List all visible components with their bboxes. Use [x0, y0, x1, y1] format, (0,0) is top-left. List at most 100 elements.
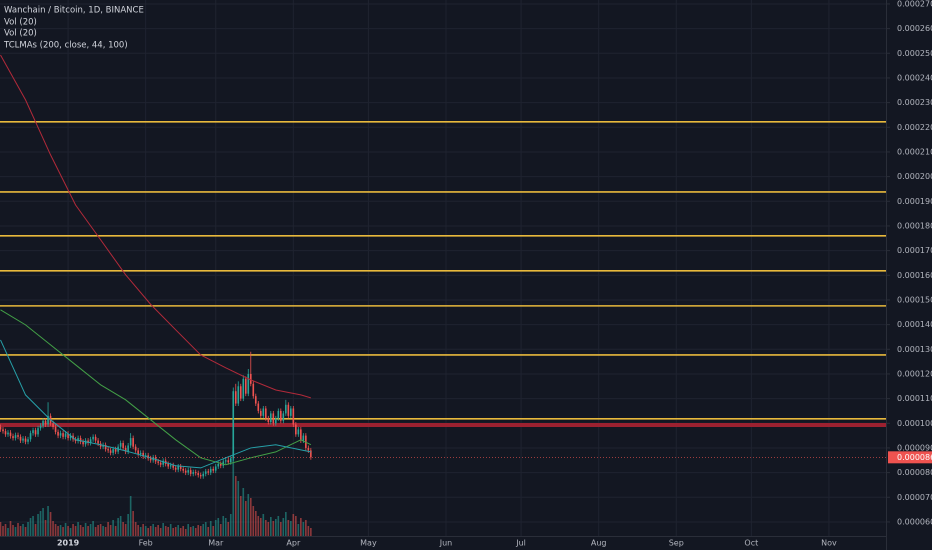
- volume-bar: [9, 521, 12, 536]
- candle-body: [162, 460, 164, 465]
- volume-bar: [119, 516, 122, 536]
- y-tick-label: 0.0001000: [897, 419, 932, 428]
- volume-bar: [49, 512, 52, 536]
- volume-bar: [147, 528, 149, 536]
- volume-bar: [27, 522, 29, 536]
- volume-bar: [295, 516, 297, 536]
- candle-body: [267, 418, 270, 423]
- candle-body: [292, 408, 295, 425]
- volume-bar: [142, 524, 144, 536]
- candle-body: [77, 438, 79, 442]
- volume-bar: [267, 522, 270, 536]
- candle-body: [57, 431, 59, 436]
- volume-bar: [17, 523, 19, 536]
- volume-bar: [77, 522, 79, 536]
- volume-bar: [44, 520, 47, 536]
- candle-body: [69, 435, 72, 439]
- candle-body: [239, 386, 242, 399]
- candle-body: [137, 450, 139, 455]
- volume-bar: [282, 518, 285, 536]
- candle-body: [169, 465, 172, 467]
- candle-body: [187, 470, 190, 473]
- candle-body: [274, 418, 277, 424]
- volume-bar: [259, 518, 262, 536]
- candle-body: [119, 443, 122, 447]
- volume-bar: [232, 446, 235, 536]
- candle-body: [297, 429, 300, 435]
- volume-bar: [99, 524, 102, 536]
- candle-body: [132, 438, 134, 447]
- volume-bar: [199, 526, 202, 536]
- volume-bar: [129, 496, 132, 536]
- volume-bar: [72, 524, 74, 536]
- volume-bar: [290, 521, 292, 536]
- y-tick-label: 0.0002500: [897, 49, 932, 58]
- volume-bar: [214, 520, 217, 536]
- candle-body: [204, 471, 207, 474]
- volume-bar: [0, 522, 2, 536]
- volume-bar: [172, 528, 175, 536]
- volume-bar: [39, 511, 42, 536]
- y-tick-label: 0.0002600: [897, 24, 932, 33]
- candle-body: [194, 472, 197, 474]
- volume-bar: [189, 527, 192, 536]
- candle-body: [184, 470, 187, 473]
- volume-bar: [204, 522, 207, 536]
- volume-bar: [280, 522, 282, 536]
- candle-body: [19, 436, 22, 441]
- candle-body: [34, 430, 37, 435]
- candle-body: [172, 465, 175, 468]
- candle-body: [14, 435, 17, 439]
- last-price-box: [888, 451, 932, 464]
- candle-body: [300, 429, 302, 441]
- volume-bar: [274, 519, 277, 536]
- volume-bar: [74, 526, 77, 536]
- volume-bar: [144, 526, 147, 536]
- last-price-label: 0.0000862: [897, 453, 932, 462]
- volume-bar: [134, 522, 137, 536]
- candle-body: [310, 450, 312, 458]
- candle-body: [129, 438, 132, 446]
- volume-bar: [82, 527, 84, 536]
- volume-bar: [174, 527, 177, 536]
- volume-bar: [57, 526, 59, 536]
- volume-bar: [224, 518, 227, 536]
- volume-bar: [19, 526, 22, 536]
- indicator-label: Vol (20): [4, 29, 37, 39]
- y-tick-label: 0.0002300: [897, 98, 932, 107]
- candle-body: [124, 447, 127, 452]
- candle-body: [302, 435, 305, 441]
- moving-average: [0, 54, 311, 399]
- candle-body: [272, 413, 275, 424]
- y-tick-label: 0.0001700: [897, 246, 932, 255]
- y-tick-label: 0.0001500: [897, 295, 932, 304]
- candle-body: [104, 444, 107, 450]
- volume-bar: [64, 523, 67, 536]
- volume-bar: [254, 511, 257, 536]
- volume-bar: [197, 525, 200, 536]
- volume-bar: [249, 498, 252, 536]
- y-tick-label: 0.0001100: [897, 394, 932, 403]
- candle-body: [167, 463, 170, 467]
- volume-bar: [229, 514, 232, 536]
- candle-body: [234, 391, 237, 404]
- candle-body: [282, 413, 285, 421]
- candle-body: [224, 460, 227, 462]
- candle-body: [107, 449, 109, 451]
- volume-bar: [94, 527, 97, 536]
- volume-bar: [179, 528, 182, 536]
- volume-bar: [114, 526, 117, 536]
- candle-body: [257, 403, 260, 411]
- chart-title: Wanchain / Bitcoin, 1D, BINANCE: [4, 6, 144, 16]
- indicator-label: TCLMAs (200, close, 44, 100): [3, 41, 128, 51]
- volume-bar: [234, 476, 237, 536]
- volume-bar: [32, 516, 34, 536]
- volume-bar: [7, 528, 9, 536]
- candle-body: [295, 424, 297, 435]
- volume-bar: [152, 524, 154, 536]
- volume-bar: [287, 520, 290, 536]
- volume-bar: [237, 481, 240, 536]
- volume-bar: [12, 525, 14, 536]
- candle-body: [159, 462, 162, 465]
- candle-body: [207, 471, 210, 473]
